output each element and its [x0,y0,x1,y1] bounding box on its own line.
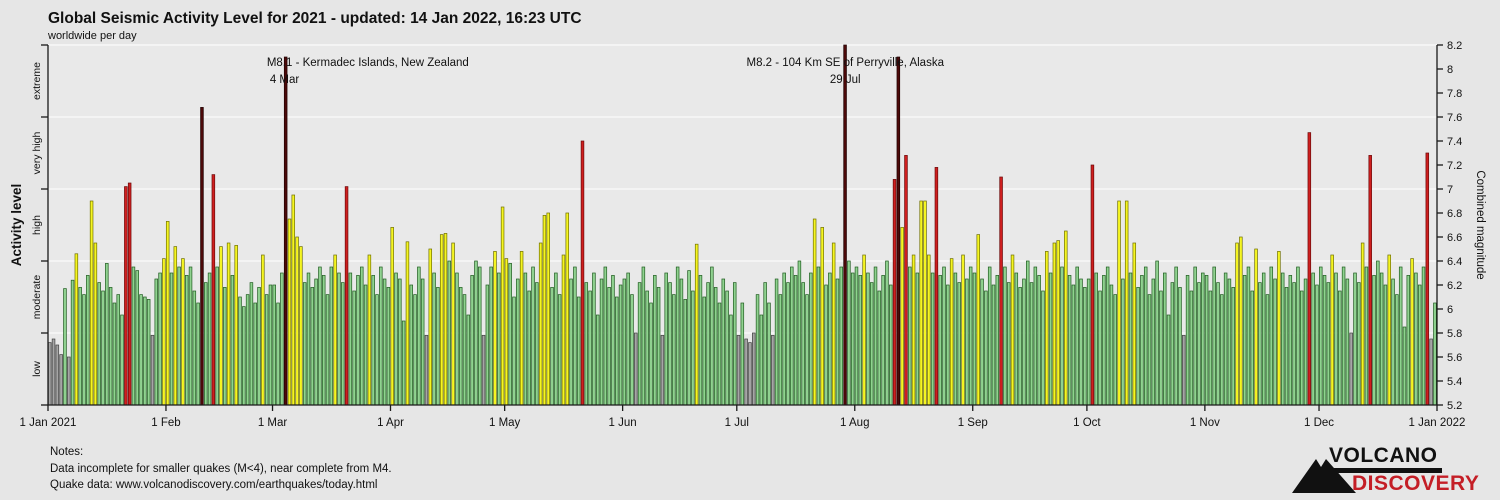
svg-text:7.2: 7.2 [1447,160,1462,172]
chart-title: Global Seismic Activity Level for 2021 -… [48,10,582,27]
quake-annotation-line2: 29 Jul [830,74,861,86]
logo-underline [1326,468,1442,473]
x-tick-label: 1 Jan 2022 [1409,417,1466,429]
x-tick-label: 1 Jul [725,417,749,429]
notes-block: Notes: Data incomplete for smaller quake… [50,444,392,494]
x-tick-label: 1 Jan 2021 [20,417,77,429]
logo-text-volcano: VOLCANO [1329,444,1438,467]
x-tick-label: 1 May [489,417,521,429]
svg-text:5.4: 5.4 [1447,376,1462,388]
svg-text:7: 7 [1447,184,1453,196]
x-tick-label: 1 Jun [609,417,637,429]
x-tick-label: 1 Oct [1073,417,1101,429]
quake-annotation-line2: 4 Mar [270,74,300,86]
svg-text:8: 8 [1447,64,1453,76]
svg-text:6.8: 6.8 [1447,208,1462,220]
activity-zone-label: high [31,215,43,235]
svg-text:7.4: 7.4 [1447,136,1462,148]
quake-annotation-line1: M8.1 - Kermadec Islands, New Zealand [267,57,469,69]
right-axis-title: Combined magnitude [1474,170,1486,279]
svg-text:6.2: 6.2 [1447,280,1462,292]
svg-text:6: 6 [1447,304,1453,316]
x-tick-label: 1 Nov [1190,417,1220,429]
activity-zone-label: very high [31,132,43,175]
svg-text:5.8: 5.8 [1447,328,1462,340]
x-tick-label: 1 Apr [377,417,404,429]
svg-text:6.4: 6.4 [1447,256,1462,268]
x-tick-label: 1 Feb [151,417,180,429]
volcano-icon [1292,459,1356,493]
activity-zone-label: moderate [31,275,43,320]
notes-line-2: Quake data: www.volcanodiscovery.com/ear… [50,479,378,491]
svg-text:5.2: 5.2 [1447,400,1462,412]
quake-annotation-line1: M8.2 - 104 Km SE of Perryville, Alaska [746,57,944,69]
notes-heading: Notes: [50,446,84,458]
x-tick-label: 1 Sep [958,417,988,429]
svg-text:7.6: 7.6 [1447,112,1462,124]
svg-text:6.6: 6.6 [1447,232,1462,244]
volcanodiscovery-logo: VOLCANO DISCOVERY [1292,443,1482,498]
svg-text:7.8: 7.8 [1447,88,1462,100]
chart-subtitle: worldwide per day [48,30,137,42]
activity-zone-label: low [31,361,43,377]
svg-text:8.2: 8.2 [1447,40,1462,52]
notes-line-1: Data incomplete for smaller quakes (M<4)… [50,462,392,475]
x-tick-label: 1 Dec [1304,417,1334,429]
x-tick-label: 1 Mar [258,417,288,429]
activity-zone-label: extreme [31,62,43,100]
x-tick-label: 1 Aug [840,417,869,429]
svg-text:5.6: 5.6 [1447,352,1462,364]
left-axis-title: Activity level [9,184,24,267]
logo-text-discovery: DISCOVERY [1352,472,1480,495]
